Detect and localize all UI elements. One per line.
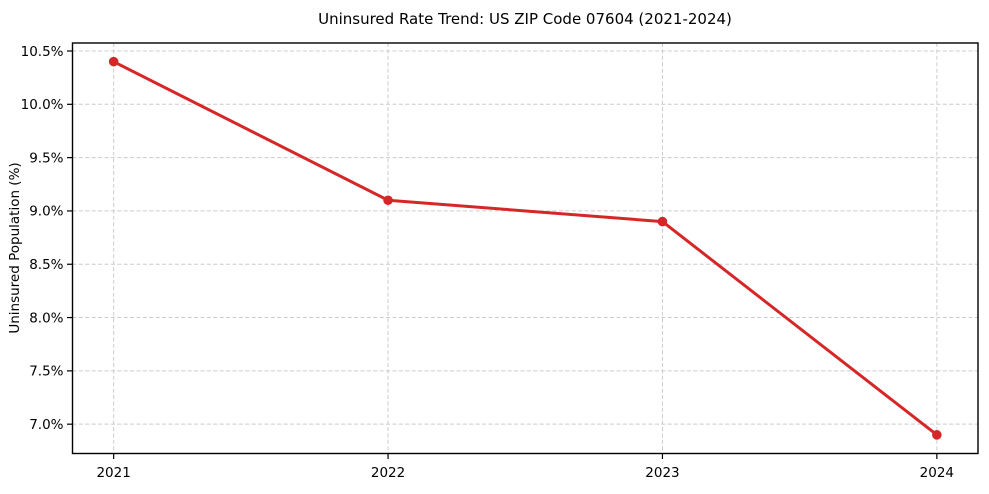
y-axis-label: Uninsured Population (%) [7, 162, 23, 333]
data-point-marker [657, 216, 668, 227]
x-tick-label: 2022 [371, 465, 405, 481]
chart-title: Uninsured Rate Trend: US ZIP Code 07604 … [318, 10, 732, 28]
axis-layer: 7.0% 7.5% 8.0% 8.5% 9.0% 9.5% 10.0% 10.5% 2021 20… [21, 44, 954, 481]
y-tick-label: 7.0% [29, 417, 63, 433]
y-tick-label: 8.5% [29, 257, 63, 273]
series-layer [108, 56, 942, 440]
x-tick-label: 2021 [96, 465, 130, 481]
data-point-marker [108, 56, 119, 67]
x-tick-label: 2024 [920, 465, 954, 481]
data-point-marker [383, 195, 393, 206]
grid-layer [72, 43, 978, 454]
y-tick-label: 9.5% [29, 150, 63, 166]
x-tick-label: 2023 [645, 465, 679, 481]
y-tick-label: 7.5% [29, 364, 63, 380]
y-tick-label: 10.5% [21, 44, 64, 60]
trend-line [112, 60, 939, 437]
data-point-marker [932, 430, 942, 440]
y-tick-label: 9.0% [29, 204, 63, 220]
y-tick-label: 10.0% [21, 97, 64, 113]
plot-border [71, 42, 979, 455]
y-tick-label: 8.0% [29, 310, 63, 326]
